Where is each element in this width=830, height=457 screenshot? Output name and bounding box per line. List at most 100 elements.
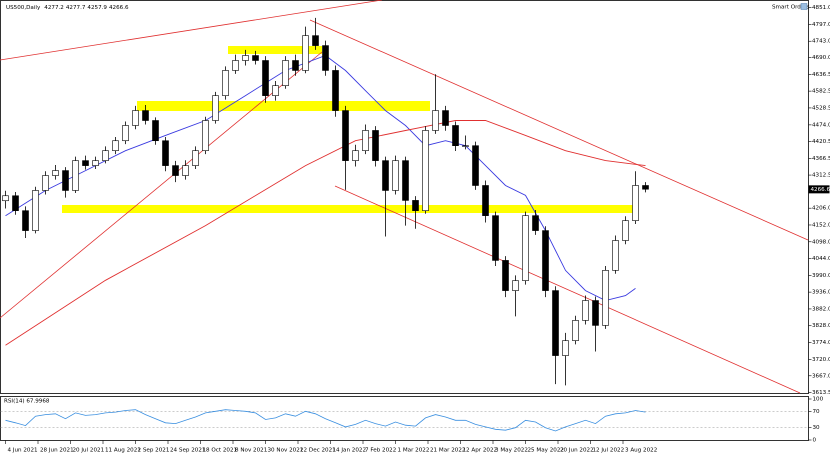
x-tick-label: 30 Nov 2021 (268, 448, 304, 454)
y-tick-label: 4743.0 (812, 39, 830, 45)
candle-body (442, 110, 449, 126)
candle-body (432, 110, 439, 131)
candle-body (362, 130, 369, 151)
x-tick-label: 21 Mar 2022 (430, 448, 465, 454)
low: 4257.9 (87, 5, 107, 11)
candle-body (252, 55, 259, 61)
candle-body (512, 280, 519, 291)
candle-body (112, 140, 119, 151)
candle-body (152, 120, 159, 142)
y-tick-label: 4474.0 (812, 122, 830, 128)
candle-body (542, 230, 549, 291)
y-tick-label: 3667.0 (812, 373, 830, 379)
symbol-header: US500,Daily 4277.2 4277.7 4257.9 4266.6 (6, 5, 129, 11)
trendline (309, 19, 809, 241)
candle-body (592, 300, 599, 326)
candle-body (52, 170, 59, 176)
candle-body (122, 125, 129, 142)
zone (137, 101, 430, 111)
price-box (808, 185, 830, 194)
x-tick-label: 3 May 2022 (495, 448, 528, 454)
x-tick-label: 20 Jun 2022 (560, 448, 594, 454)
candle-body (282, 60, 289, 86)
candle-body (332, 70, 339, 111)
x-tick-label: 14 Jan 2022 (333, 448, 367, 454)
x-tick-label: 1 Mar 2022 (398, 448, 430, 454)
candle-body (562, 340, 569, 356)
candle-body (402, 160, 409, 201)
y-tick-label: 4851.0 (812, 5, 830, 11)
y-tick-label: 4206.0 (812, 206, 830, 212)
rsi-tick-label: 100 (813, 397, 824, 403)
candle-body (312, 35, 319, 46)
candle-body (82, 160, 89, 166)
moving-average (5, 54, 636, 301)
candle-body (412, 200, 419, 211)
candle-body (602, 270, 609, 326)
candle-body (582, 300, 589, 321)
y-tick-label: 4312.5 (812, 173, 830, 179)
candle-body (2, 195, 9, 202)
high: 4277.7 (66, 5, 86, 11)
trendline (0, 0, 383, 61)
candle-body (352, 150, 359, 161)
x-tick-label: 3 Aug 2022 (625, 448, 657, 454)
candle-body (32, 190, 39, 231)
zone (228, 46, 322, 54)
candle-body (232, 60, 239, 71)
rsi-tick-label: 70 (813, 409, 821, 415)
candle-body (202, 120, 209, 151)
candle-body (322, 45, 329, 71)
candle-body (382, 160, 389, 191)
y-tick-label: 4420.5 (812, 139, 830, 145)
candle-body (462, 145, 469, 147)
rsi-tick-label: 30 (813, 425, 821, 431)
moving-average (5, 120, 646, 346)
y-tick-label: 3613.5 (812, 390, 830, 396)
y-tick-label: 4797.0 (812, 22, 830, 28)
x-tick-label: 12 Apr 2022 (463, 448, 498, 454)
candle-body (222, 70, 229, 96)
candle-body (272, 85, 279, 96)
price-box-label: 4266.6 (811, 187, 830, 193)
candle-body (12, 195, 19, 211)
candle-body (142, 110, 149, 121)
candle-body (132, 110, 139, 126)
candle-body (22, 210, 29, 231)
candle-body (372, 130, 379, 161)
candle-body (532, 215, 539, 231)
y-tick-label: 4690.0 (812, 55, 830, 61)
candle-body (482, 185, 489, 216)
y-tick-label: 4582.5 (812, 89, 830, 95)
y-tick-label: 4152.0 (812, 222, 830, 228)
zone (62, 205, 635, 213)
candle-body (262, 60, 269, 96)
rsi-panel (0, 396, 809, 441)
candle-body (242, 55, 249, 61)
candle-body (62, 170, 69, 191)
smart-orders-label[interactable]: Smart Orders (772, 5, 810, 11)
rsi-tick-label: 0 (813, 438, 817, 444)
candle-body (72, 160, 79, 191)
y-tick-label: 3990.0 (812, 273, 830, 279)
candle-body (522, 215, 529, 281)
x-tick-label: 18 Oct 2021 (203, 448, 238, 454)
candle-body (192, 150, 199, 166)
symbol: US500,Daily (6, 5, 41, 11)
y-tick-label: 4366.5 (812, 156, 830, 162)
smart-orders[interactable]: Smart Orders (772, 3, 810, 11)
candle-body (422, 130, 429, 211)
candle-body (102, 150, 109, 161)
y-tick-label: 3882.0 (812, 306, 830, 312)
candle-body (42, 175, 49, 191)
smart-orders-icon[interactable] (800, 3, 808, 10)
candle-body (182, 165, 189, 176)
candle-body (172, 165, 179, 176)
candle-body (622, 220, 629, 241)
y-tick-label: 3828.0 (812, 323, 830, 329)
candle-body (292, 60, 299, 71)
candle-body (342, 110, 349, 161)
x-tick-label: 8 Nov 2021 (235, 448, 268, 454)
zones (62, 46, 635, 213)
